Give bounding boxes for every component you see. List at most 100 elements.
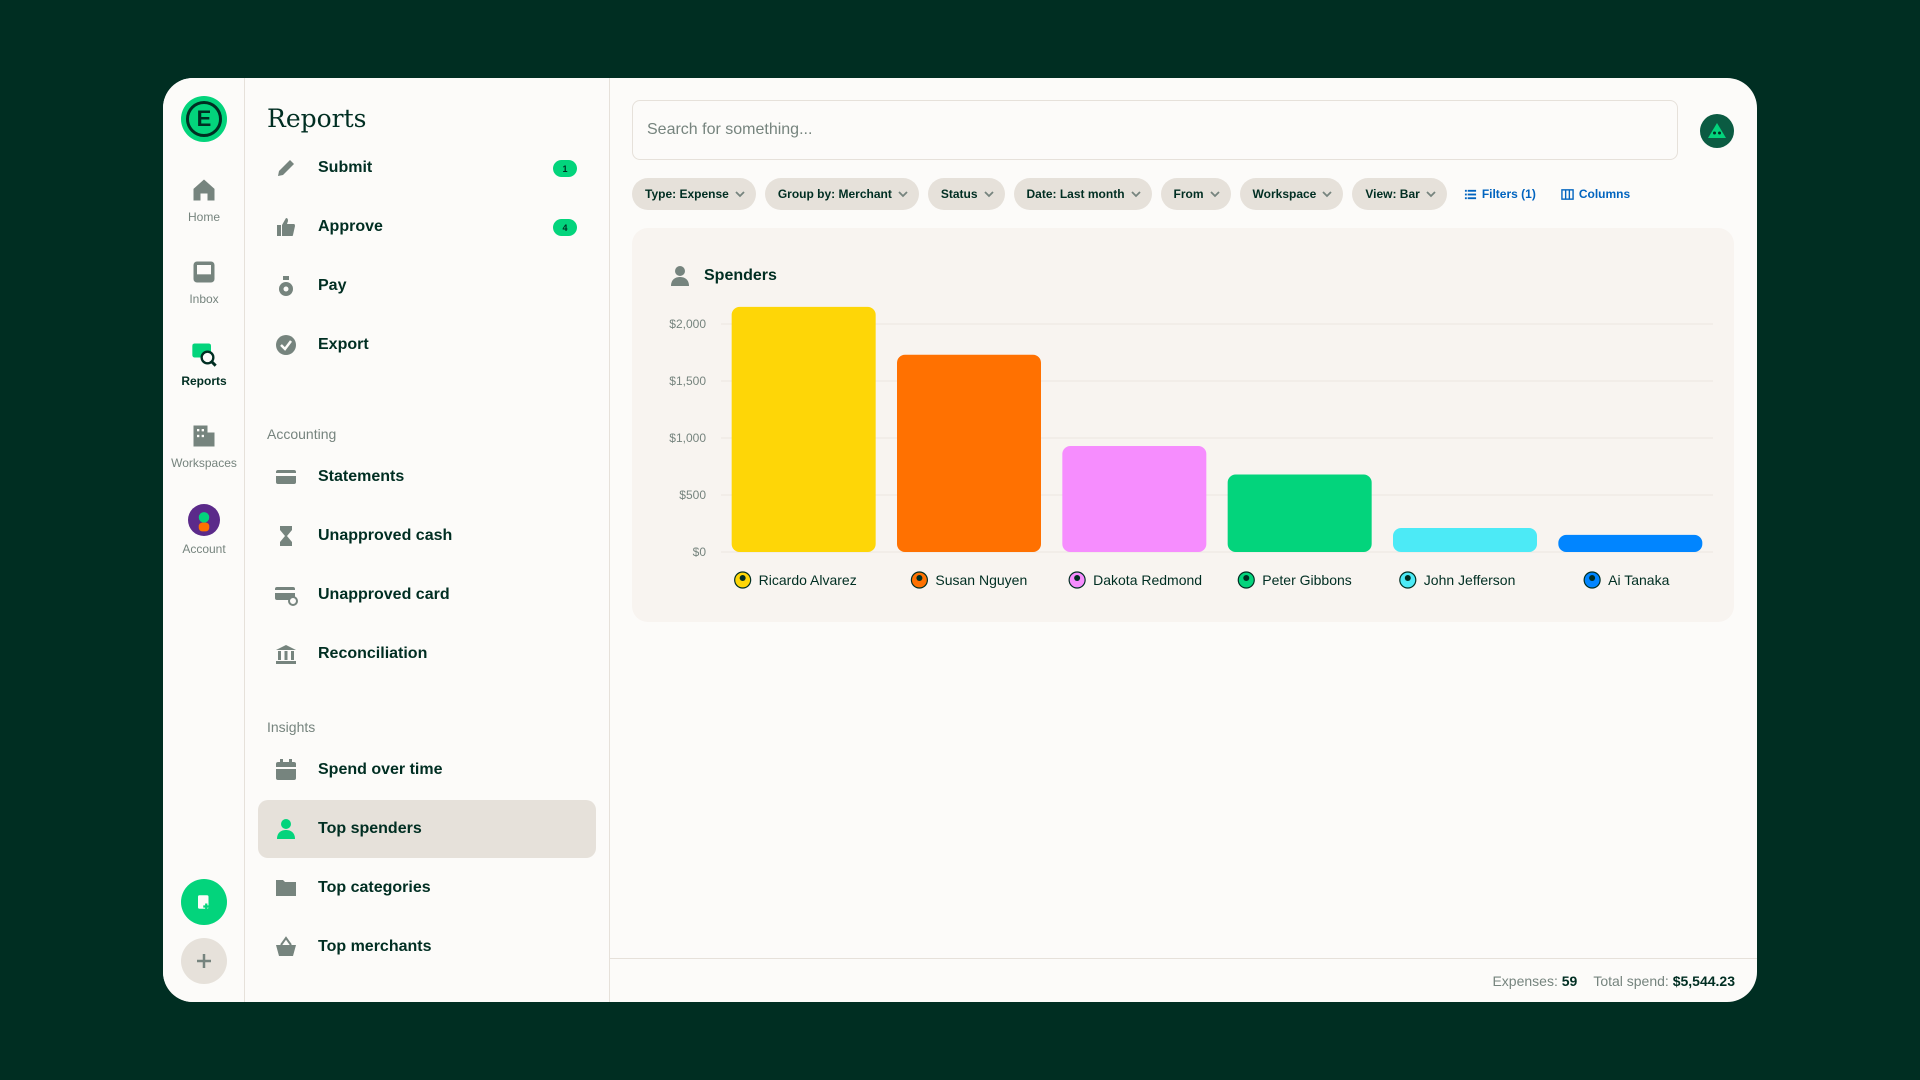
spender-avatar-face bbox=[739, 575, 746, 581]
bank-icon bbox=[276, 645, 296, 664]
rail-label: Workspaces bbox=[171, 456, 237, 470]
x-category-label: Peter Gibbons bbox=[1262, 572, 1352, 588]
bar[interactable] bbox=[731, 306, 876, 552]
section-label-insights: Insights bbox=[267, 719, 316, 735]
total-value: $5,544.23 bbox=[1672, 972, 1735, 989]
sidebar-item-export[interactable]: Export bbox=[258, 316, 596, 374]
chevron-down-icon bbox=[735, 191, 745, 198]
sidebar-item-statements[interactable]: Statements bbox=[258, 448, 596, 506]
sidebar-item-label: Top merchants bbox=[318, 938, 432, 955]
spender-avatar-face bbox=[1243, 575, 1250, 581]
chip-label: Workspace bbox=[1252, 187, 1317, 201]
reports-sidebar: Reports Submit 1 Approve 4 Pay Export Ac… bbox=[245, 78, 610, 1002]
spender-avatar-face bbox=[916, 575, 923, 581]
columns-icon bbox=[1561, 188, 1574, 200]
workspace-avatar[interactable] bbox=[1700, 114, 1734, 148]
main-panel: Search for something... Type: Expense Gr… bbox=[610, 78, 1757, 1002]
sidebar-item-label: Unapproved card bbox=[318, 586, 450, 603]
card-title-text: Spenders bbox=[704, 267, 777, 284]
bar-chart: $2,000 $1,500 $1,000 $500 $0 Ricardo Alvarez S… bbox=[669, 306, 1713, 589]
app-logo[interactable]: E bbox=[181, 96, 227, 142]
chevron-down-icon bbox=[1322, 191, 1332, 198]
search-input[interactable]: Search for something... bbox=[632, 100, 1678, 160]
basket-icon bbox=[276, 936, 296, 956]
y-tick-label: $1,500 bbox=[669, 374, 706, 388]
sidebar-item-label: Top spenders bbox=[318, 820, 422, 837]
chip-label: Status bbox=[940, 187, 978, 201]
filter-chip-group-by[interactable]: Group by: Merchant bbox=[764, 178, 919, 210]
spender-avatar-face bbox=[1404, 575, 1411, 581]
sidebar-item-pay[interactable]: Pay bbox=[258, 257, 596, 315]
bar[interactable] bbox=[1227, 474, 1372, 552]
sidebar-item-top-merchants[interactable]: Top merchants bbox=[258, 918, 596, 976]
chevron-down-icon bbox=[1130, 191, 1141, 198]
app-window: E Home Inbox Reports Workspaces Account bbox=[163, 78, 1757, 1002]
expenses-summary: Expenses: 59 bbox=[1492, 973, 1577, 989]
inbox-icon bbox=[193, 261, 215, 283]
sidebar-item-reconciliation[interactable]: Reconciliation bbox=[258, 625, 596, 683]
filter-chip-view[interactable]: View: Bar bbox=[1352, 178, 1447, 210]
filter-chip-status[interactable]: Status bbox=[927, 178, 1005, 210]
chevron-down-icon bbox=[983, 191, 994, 198]
money-bag-icon bbox=[279, 276, 293, 296]
sidebar-item-unapproved-cash[interactable]: Unapproved cash bbox=[258, 507, 596, 565]
receipt-plus-icon bbox=[198, 895, 210, 910]
sidebar-item-unapproved-card[interactable]: Unapproved card bbox=[258, 566, 596, 624]
sidebar-item-label: Top categories bbox=[318, 879, 431, 896]
filter-chip-date[interactable]: Date: Last month bbox=[1013, 178, 1152, 210]
bar[interactable] bbox=[1558, 534, 1703, 552]
plus-icon bbox=[197, 954, 211, 968]
section-label-accounting: Accounting bbox=[267, 426, 337, 442]
columns-button[interactable]: Columns bbox=[1553, 187, 1638, 201]
rail-item-account[interactable]: Account bbox=[163, 504, 245, 556]
sidebar-item-top-spenders[interactable]: Top spenders bbox=[258, 800, 596, 858]
calendar-icon bbox=[276, 759, 296, 780]
summary-footer: Expenses: 59 Total spend: $5,544.23 bbox=[610, 958, 1757, 1002]
y-tick-label: $0 bbox=[693, 545, 707, 559]
sidebar-item-spend-over-time[interactable]: Spend over time bbox=[258, 741, 596, 799]
filter-bar: Type: Expense Group by: Merchant Status … bbox=[632, 178, 1638, 210]
rail-item-workspaces[interactable]: Workspaces bbox=[163, 422, 245, 470]
filters-label: Filters (1) bbox=[1481, 187, 1536, 201]
chip-label: View: Bar bbox=[1365, 187, 1420, 201]
thumbs-up-icon bbox=[277, 218, 295, 236]
filters-button[interactable]: Filters (1) bbox=[1456, 187, 1544, 201]
total-label: Total spend: bbox=[1593, 972, 1669, 989]
chevron-down-icon bbox=[898, 191, 908, 198]
sidebar-item-submit[interactable]: Submit 1 bbox=[258, 139, 596, 197]
chevron-down-icon bbox=[1209, 191, 1220, 198]
sidebar-item-label: Reconciliation bbox=[318, 645, 428, 662]
check-circle-icon bbox=[276, 335, 296, 355]
person-icon bbox=[671, 266, 689, 286]
sidebar-item-approve[interactable]: Approve 4 bbox=[258, 198, 596, 256]
rail-item-home[interactable]: Home bbox=[163, 176, 245, 224]
chip-label: Date: Last month bbox=[1026, 187, 1125, 201]
sidebar-item-label: Pay bbox=[318, 277, 347, 294]
rail-item-inbox[interactable]: Inbox bbox=[163, 258, 245, 306]
expenses-count: 59 bbox=[1561, 972, 1578, 989]
create-button[interactable] bbox=[181, 938, 227, 984]
pencil-icon bbox=[278, 160, 294, 176]
sidebar-item-top-categories[interactable]: Top categories bbox=[258, 859, 596, 917]
card-icon bbox=[276, 470, 296, 484]
y-tick-label: $2,000 bbox=[669, 317, 706, 331]
filter-chip-type[interactable]: Type: Expense bbox=[632, 178, 756, 210]
filter-chip-from[interactable]: From bbox=[1160, 178, 1231, 210]
bar[interactable] bbox=[1393, 528, 1537, 552]
spenders-chart-card: $2,000 $1,500 $1,000 $500 $0 Ricardo Alvarez S… bbox=[632, 228, 1734, 622]
x-category-label: Dakota Redmond bbox=[1093, 572, 1202, 588]
rail-label: Inbox bbox=[189, 292, 219, 306]
rail-item-reports[interactable]: Reports bbox=[163, 340, 245, 388]
sidebar-title: Reports bbox=[267, 104, 367, 133]
reports-icon bbox=[192, 343, 217, 367]
person-icon bbox=[277, 819, 295, 839]
new-expense-button[interactable] bbox=[181, 879, 227, 925]
bar[interactable] bbox=[897, 354, 1041, 552]
sidebar-item-label: Approve bbox=[318, 218, 383, 235]
count-badge: 4 bbox=[553, 219, 577, 236]
sidebar-item-label: Submit bbox=[318, 159, 373, 176]
filter-chip-workspace[interactable]: Workspace bbox=[1239, 178, 1344, 210]
rail-label: Reports bbox=[181, 374, 227, 388]
chip-label: From bbox=[1173, 187, 1204, 201]
bar[interactable] bbox=[1062, 445, 1207, 552]
